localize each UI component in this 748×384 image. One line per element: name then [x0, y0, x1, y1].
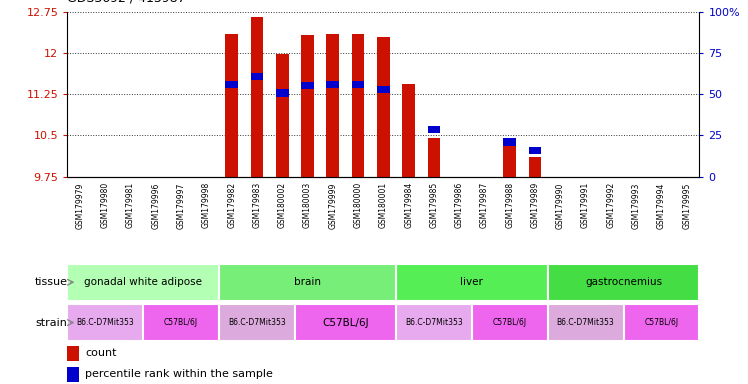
Bar [428, 126, 441, 133]
Text: liver: liver [461, 277, 483, 287]
Bar [396, 304, 472, 341]
Bar [624, 304, 699, 341]
Bar [428, 137, 441, 177]
Text: count: count [85, 348, 117, 358]
Bar [326, 81, 339, 88]
Bar [219, 264, 396, 301]
Bar [352, 33, 364, 177]
Bar [548, 304, 624, 341]
Text: B6.C-D7Mit353: B6.C-D7Mit353 [228, 318, 286, 327]
Bar [67, 304, 143, 341]
Bar [548, 264, 699, 301]
Bar [251, 17, 263, 177]
Bar [529, 157, 542, 177]
Bar [301, 82, 314, 89]
Bar [402, 84, 415, 177]
Bar [251, 73, 263, 80]
Bar [67, 264, 219, 301]
Bar [219, 304, 295, 341]
Text: strain: strain [35, 318, 67, 328]
Bar [377, 37, 390, 177]
Bar [276, 55, 289, 177]
Bar [377, 86, 390, 93]
Bar [67, 346, 79, 361]
Bar [326, 33, 339, 177]
Bar [225, 81, 238, 88]
Bar [295, 304, 396, 341]
Text: C57BL/6J: C57BL/6J [164, 318, 198, 327]
Text: C57BL/6J: C57BL/6J [644, 318, 678, 327]
Bar [396, 264, 548, 301]
Bar [225, 33, 238, 177]
Text: brain: brain [294, 277, 321, 287]
Text: C57BL/6J: C57BL/6J [322, 318, 369, 328]
Text: GDS3692 / 413987: GDS3692 / 413987 [67, 0, 186, 5]
Bar [352, 81, 364, 88]
Bar [301, 35, 314, 177]
Text: B6.C-D7Mit353: B6.C-D7Mit353 [405, 318, 463, 327]
Text: gastrocnemius: gastrocnemius [585, 277, 662, 287]
Text: B6.C-D7Mit353: B6.C-D7Mit353 [76, 318, 134, 327]
Bar [529, 147, 542, 154]
Bar [276, 89, 289, 96]
Bar [503, 138, 516, 146]
Text: tissue: tissue [34, 277, 67, 287]
Bar [67, 367, 79, 382]
Text: C57BL/6J: C57BL/6J [493, 318, 527, 327]
Bar [143, 304, 219, 341]
Text: gonadal white adipose: gonadal white adipose [85, 277, 202, 287]
Bar [503, 137, 516, 177]
Bar [472, 304, 548, 341]
Text: B6.C-D7Mit353: B6.C-D7Mit353 [557, 318, 615, 327]
Text: percentile rank within the sample: percentile rank within the sample [85, 369, 273, 379]
